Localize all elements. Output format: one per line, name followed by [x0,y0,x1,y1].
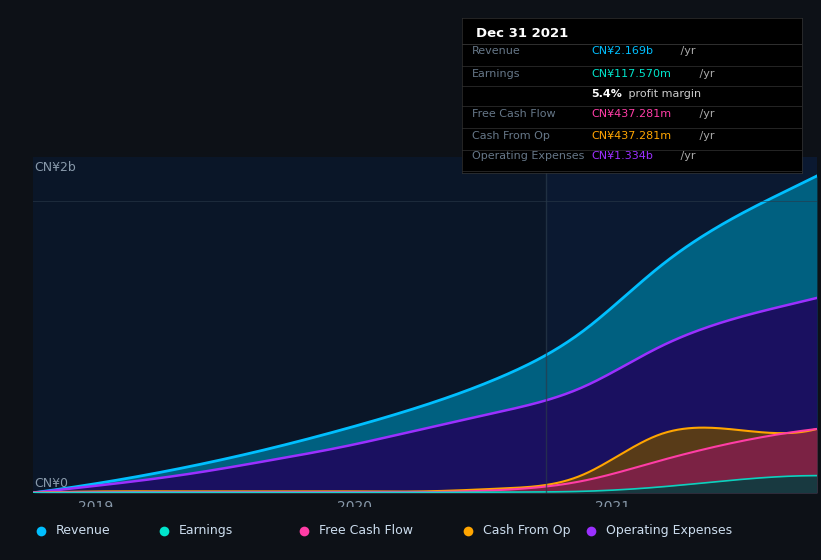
Text: /yr: /yr [696,109,714,119]
Text: Earnings: Earnings [472,69,521,79]
Text: CN¥437.281m: CN¥437.281m [591,131,672,141]
Text: CN¥437.281m: CN¥437.281m [591,109,672,119]
Text: profit margin: profit margin [626,89,701,99]
Bar [547,157,817,493]
Text: Revenue: Revenue [56,524,111,537]
Text: 5.4%: 5.4% [591,89,622,99]
Text: Revenue: Revenue [472,46,521,56]
Text: Operating Expenses: Operating Expenses [472,151,585,161]
Text: Cash From Op: Cash From Op [483,524,571,537]
Text: CN¥1.334b: CN¥1.334b [591,151,653,161]
Text: Operating Expenses: Operating Expenses [606,524,732,537]
Text: CN¥2b: CN¥2b [34,161,76,174]
Text: CN¥117.570m: CN¥117.570m [591,69,671,79]
Text: CN¥0: CN¥0 [34,477,68,490]
Text: /yr: /yr [696,131,714,141]
Text: /yr: /yr [696,69,714,79]
Text: Cash From Op: Cash From Op [472,131,550,141]
Text: Free Cash Flow: Free Cash Flow [472,109,556,119]
Text: Free Cash Flow: Free Cash Flow [319,524,412,537]
Text: Dec 31 2021: Dec 31 2021 [475,27,568,40]
Text: /yr: /yr [677,151,695,161]
Text: CN¥2.169b: CN¥2.169b [591,46,654,56]
Text: /yr: /yr [677,46,695,56]
Text: Earnings: Earnings [179,524,233,537]
